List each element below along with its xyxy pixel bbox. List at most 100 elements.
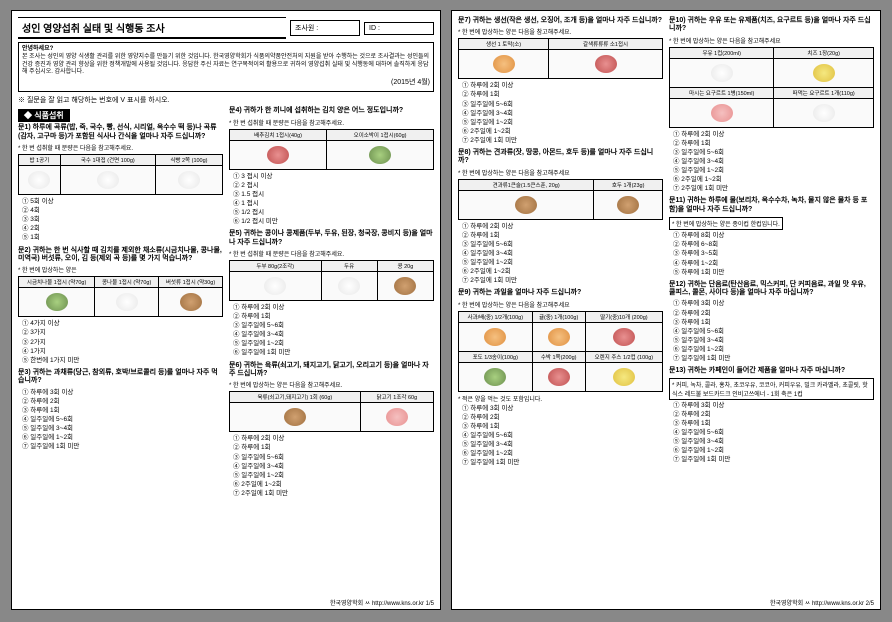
- question-8: 문8) 귀하는 견과류(잣, 땅콩, 아몬드, 호두 등)를 얼마나 자주 드십…: [458, 149, 663, 285]
- fish-icon: [493, 55, 515, 73]
- q12-options[interactable]: ① 하루에 3회 이상② 하루에 2회③ 하루에 1회④ 일주일에 5~6회⑤ …: [669, 299, 874, 363]
- q11-title: 문11) 귀하는 하루에 물(보리차, 옥수수차, 녹차, 물지 않은 물차 등…: [669, 197, 874, 214]
- q6-title: 문6) 귀하는 육류(쇠고기, 돼지고기, 닭고기, 오리고기 등)을 얼마나 …: [229, 362, 434, 379]
- intro-box: 안녕하세요? 본 조사는 성인의 영양 식생활 관리를 위한 영양지수를 만들기…: [18, 42, 434, 92]
- footer-2: 한국영양학회 ㅆ http://www.kns.or.kr 2/5: [770, 598, 874, 607]
- question-6: 문6) 귀하는 육류(쇠고기, 돼지고기, 닭고기, 오리고기 등)을 얼마나 …: [229, 362, 434, 498]
- footer-1: 한국영양학회 ㅆ http://www.kns.or.kr 1/5: [330, 598, 434, 607]
- instruction: ※ 질문을 잘 읽고 해당하는 번호에 V 표시를 하시오.: [18, 95, 434, 105]
- q4-options[interactable]: ① 3 접시 이상② 2 접시③ 1.5 접시④ 1 접시⑤ 1/2 접시⑥ 1…: [229, 172, 434, 227]
- q1-title: 문1) 하루에 곡류(밥, 죽, 국수, 빵, 선식, 시리얼, 옥수수 떡 등…: [18, 124, 223, 141]
- q8-hint: * 한 번에 밥상하는 양은 다음을 참고해주세요: [458, 168, 663, 177]
- strawberry-icon: [613, 328, 635, 346]
- q6-hint: * 한 번에 밥상하는 양은 다음을 참고해주세요.: [229, 380, 434, 389]
- q5-hint: * 한 번 섭취할 때 분량은 다음을 참고해주세요.: [229, 249, 434, 258]
- greeting: 안녕하세요?: [22, 46, 430, 54]
- question-3: 문3) 귀하는 과채류(당근, 참외류, 호박/브로콜리 등)를 얼마나 자주 …: [18, 369, 223, 451]
- soymilk-icon: [338, 277, 360, 295]
- q2-hint: * 한 번에 밥상하는 양은: [18, 265, 223, 274]
- q1-options[interactable]: ① 5회 이상② 4회③ 3회④ 2회⑤ 1회: [18, 197, 223, 242]
- surveyor-field[interactable]: 조사원 :: [290, 20, 360, 36]
- q7-image-table: 생선 1 토막(소)갈색류류류 소1접시: [458, 38, 663, 79]
- id-field[interactable]: ID :: [364, 22, 434, 35]
- q10-title: 문10) 귀하는 우유 또는 유제품(치즈, 요구르트 등)을 얼마나 자주 드…: [669, 17, 874, 34]
- q7-title: 문7) 귀하는 생선(작은 생선, 오징어, 조개 등)을 얼마나 자주 드십니…: [458, 17, 663, 25]
- q3-options[interactable]: ① 하루에 3회 이상② 하루에 2회③ 하루에 1회④ 일주일에 5~6회⑤ …: [18, 388, 223, 452]
- beansprout-icon: [116, 293, 138, 311]
- question-1: 문1) 하루에 곡류(밥, 죽, 국수, 빵, 선식, 시리얼, 옥수수 떡 등…: [18, 124, 223, 242]
- nuts-icon: [515, 196, 537, 214]
- q9-options[interactable]: ① 하루에 3회 이상② 하루에 2회③ 하루에 1회④ 일주일에 5~6회⑤ …: [458, 404, 663, 468]
- milk-icon: [711, 64, 733, 82]
- q9-hint: * 한 번에 밥상하는 양은 다음을 참고해주세요: [458, 300, 663, 309]
- q2-title: 문2) 귀하는 한 번 식사할 때 김치를 제외한 채소류(시금치나물, 콩나물…: [18, 247, 223, 264]
- q13-options[interactable]: ① 하루에 3회 이상② 하루에 2회③ 하루에 1회④ 일주일에 5~6회⑤ …: [669, 401, 874, 465]
- q7-options[interactable]: ① 하루에 2회 이상② 하루에 1회③ 일주일에 5~6회④ 일주일에 3~4…: [458, 81, 663, 145]
- watermelon-icon: [548, 368, 570, 386]
- q3-title: 문3) 귀하는 과채류(당근, 참외류, 호박/브로콜리 등)를 얼마나 자주 …: [18, 369, 223, 386]
- q10-hint: * 한 번에 밥상하는 양은 다음을 참고해주세요: [669, 36, 874, 45]
- section-header: ◆ 식품섭취: [18, 109, 70, 122]
- apple-icon: [484, 328, 506, 346]
- spinach-icon: [46, 293, 68, 311]
- q8-image-table: 견과류1큰술(1.5큰스푼, 20g)호두 1개(23g): [458, 179, 663, 220]
- q2-options[interactable]: ① 4가지 이상② 3가지③ 2가지④ 1가지⑤ 한번에 1가지 미만: [18, 319, 223, 364]
- grape-icon: [484, 368, 506, 386]
- question-9: 문9) 귀하는 과일을 얼마나 자주 드십니까? * 한 번에 밥상하는 양은 …: [458, 289, 663, 467]
- noodle-icon: [97, 171, 119, 189]
- q11-hint: * 한 번에 밥상하는 양은 종이컵 한컵입니다.: [669, 217, 783, 230]
- q1-hint: * 한 번 섭취할 때 분량은 다음을 참고해주세요.: [18, 143, 223, 152]
- q6-image-table: 육류(쇠고기,돼지고기) 1회 (60g)닭고기 1조각 60g: [229, 391, 434, 432]
- q8-title: 문8) 귀하는 견과류(잣, 땅콩, 아몬드, 호두 등)를 얼마나 자주 드십…: [458, 149, 663, 166]
- intro-text: 본 조사는 성인의 영양 식생활 관리를 위한 영양지수를 만들기 위한 것입니…: [22, 54, 430, 77]
- left-column: ◆ 식품섭취 문1) 하루에 곡류(밥, 죽, 국수, 빵, 선식, 시리얼, …: [18, 107, 223, 502]
- q9-title: 문9) 귀하는 과일을 얼마나 자주 드십니까?: [458, 289, 663, 297]
- page-2: 문7) 귀하는 생선(작은 생선, 오징어, 조개 등)을 얼마나 자주 드십니…: [451, 10, 881, 610]
- left-column-2: 문7) 귀하는 생선(작은 생선, 오징어, 조개 등)을 얼마나 자주 드십니…: [458, 17, 663, 472]
- question-7: 문7) 귀하는 생선(작은 생선, 오징어, 조개 등)을 얼마나 자주 드십니…: [458, 17, 663, 145]
- q7-hint: * 한 번에 밥상하는 양은 다음을 참고해주세요.: [458, 27, 663, 36]
- q9-note: * 적은 양을 먹는 것도 포함입니다.: [458, 394, 663, 403]
- q4-title: 문4) 귀하가 한 끼니에 섭취하는 김치 양은 어느 정도입니까?: [229, 107, 434, 115]
- chicken-icon: [386, 408, 408, 426]
- q10-options[interactable]: ① 하루에 2회 이상② 하루에 1회③ 일주일에 5~6회④ 일주일에 3~4…: [669, 130, 874, 194]
- q10-image-table: 우유 1컵(200ml)치즈 1장(20g) 마시는 요구르트 1병(150ml…: [669, 47, 874, 128]
- q9-image-table: 사과/배(중) 1/2개(100g)귤(중) 1개(100g)딸기(중)10개 …: [458, 311, 663, 392]
- right-column-2: 문10) 귀하는 우유 또는 유제품(치즈, 요구르트 등)을 얼마나 자주 드…: [669, 17, 874, 472]
- bread-icon: [178, 171, 200, 189]
- q8-options[interactable]: ① 하루에 2회 이상② 하루에 1회③ 일주일에 5~6회④ 일주일에 3~4…: [458, 222, 663, 286]
- yogurt-icon: [813, 104, 835, 122]
- kimchi-icon: [267, 146, 289, 164]
- q13-hint: * 커피, 녹차, 콜라, 홍차, 초코우유, 코코아, 커피우유, 밀크 카라…: [669, 378, 874, 400]
- q4-hint: * 한 번 섭취할 때 분량은 다음을 참고해주세요.: [229, 118, 434, 127]
- question-12: 문12) 귀하는 단음료(탄산음료, 믹스커피, 단 커피음료, 과일 맛 우유…: [669, 281, 874, 363]
- q4-image-table: 배추김치 1접시(40g)오이소박이 1접시(60g): [229, 129, 434, 170]
- question-5: 문5) 귀하는 콩이나 콩제품(두부, 두유, 된장, 청국장, 콩비지 등)을…: [229, 230, 434, 357]
- juice-icon: [613, 368, 635, 386]
- survey-title: 성인 영양섭취 실태 및 식행동 조사: [18, 17, 286, 39]
- survey-date: (2015년 4월): [22, 78, 430, 87]
- header: 성인 영양섭취 실태 및 식행동 조사 조사원 : ID :: [18, 17, 434, 39]
- question-10: 문10) 귀하는 우유 또는 유제품(치즈, 요구르트 등)을 얼마나 자주 드…: [669, 17, 874, 193]
- q2-image-table: 시금치나물 1접시 (약70g)콩나물 1접시 (약70g)버섯류 1접시 (약…: [18, 276, 223, 317]
- question-13: 문13) 귀하는 카페인이 들어간 제품을 얼마나 자주 마십니까? * 커피,…: [669, 367, 874, 464]
- q5-title: 문5) 귀하는 콩이나 콩제품(두부, 두유, 된장, 청국장, 콩비지 등)을…: [229, 230, 434, 247]
- q1-image-table: 밥 1공기국수 1대접 (건면 100g)식빵 2쪽 (100g): [18, 154, 223, 195]
- page-1: 성인 영양섭취 실태 및 식행동 조사 조사원 : ID : 안녕하세요? 본 …: [11, 10, 441, 610]
- q12-title: 문12) 귀하는 단음료(탄산음료, 믹스커피, 단 커피음료, 과일 맛 우유…: [669, 281, 874, 298]
- walnut-icon: [617, 196, 639, 214]
- q11-options[interactable]: ① 하루에 8회 이상② 하루에 6~8회③ 하루에 3~5회④ 하루에 1~2…: [669, 231, 874, 276]
- tofu-icon: [264, 277, 286, 295]
- seafood-icon: [595, 55, 617, 73]
- yogurt-drink-icon: [711, 104, 733, 122]
- q6-options[interactable]: ① 하루에 2회 이상② 하루에 1회③ 일주일에 5~6회④ 일주일에 3~4…: [229, 434, 434, 498]
- question-4: 문4) 귀하가 한 끼니에 섭취하는 김치 양은 어느 정도입니까? * 한 번…: [229, 107, 434, 226]
- question-2: 문2) 귀하는 한 번 식사할 때 김치를 제외한 채소류(시금치나물, 콩나물…: [18, 247, 223, 365]
- right-column: 문4) 귀하가 한 끼니에 섭취하는 김치 양은 어느 정도입니까? * 한 번…: [229, 107, 434, 502]
- tangerine-icon: [548, 328, 570, 346]
- meat-icon: [284, 408, 306, 426]
- q5-image-table: 두부 80g(2조각)두유콩 20g: [229, 260, 434, 301]
- question-11: 문11) 귀하는 하루에 물(보리차, 옥수수차, 녹차, 물지 않은 물차 등…: [669, 197, 874, 276]
- cheese-icon: [813, 64, 835, 82]
- q5-options[interactable]: ① 하루에 2회 이상② 하루에 1회③ 일주일에 5~6회④ 일주일에 3~4…: [229, 303, 434, 358]
